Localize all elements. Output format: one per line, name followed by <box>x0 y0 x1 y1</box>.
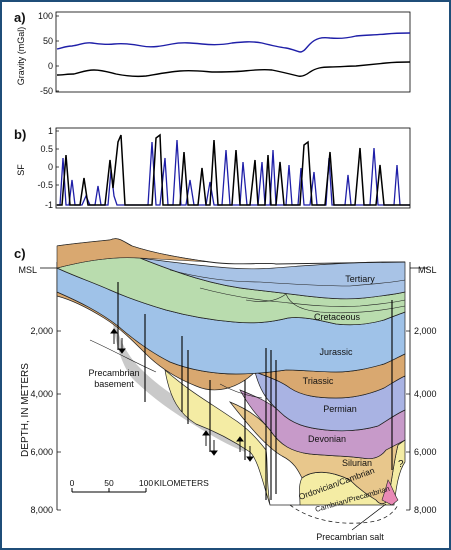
gravity-series-upper <box>56 32 411 53</box>
depth-tick-left-6000: 6,000 <box>30 447 53 457</box>
panel-a-plot-area <box>55 11 411 93</box>
depth-tick-right-2000: 2,000 <box>414 326 437 336</box>
label-devonian: Devonian <box>308 434 346 444</box>
msl-label-left: MSL <box>18 265 37 275</box>
scale-hundred: 100 <box>139 478 153 488</box>
panel-c-ylabel: DEPTH, IN METERS <box>20 363 31 457</box>
scale-zero: 0 <box>70 478 75 488</box>
panel-b-ytick-1: 1 <box>48 126 53 136</box>
panel-a-ytick-100: 100 <box>38 11 53 21</box>
horizon-lines <box>89 269 406 399</box>
msl-label-right: MSL <box>418 265 437 275</box>
label-silurian: Silurian <box>342 458 372 468</box>
panel-a-ytick-minus-50: -50 <box>40 86 53 96</box>
depth-tick-left-8000: 8,000 <box>30 505 53 515</box>
panel-b-ytick-minus-0.5: -0.5 <box>37 180 53 190</box>
panel-a-ytick-50: 50 <box>43 36 53 46</box>
depth-tick-left-2000: 2,000 <box>30 326 53 336</box>
scale-fifty: 50 <box>104 478 114 488</box>
layer-tertiary <box>139 257 406 300</box>
salt-body <box>381 479 399 506</box>
panel-b-ytick-0: 0 <box>48 162 53 172</box>
salt-base-dashed <box>289 504 399 524</box>
panel-b-ytick-0.5: 0.5 <box>40 144 53 154</box>
panel-b-ylabel: SF <box>16 164 26 176</box>
panel-a-ylabel: Gravity (mGal) <box>16 27 26 86</box>
surface-wedge <box>56 238 211 269</box>
scale-bar: 0 50 100 KILOMETERS <box>70 478 209 493</box>
fault-lines <box>117 282 393 500</box>
label-cretaceous: Cretaceous <box>314 312 361 322</box>
panel-a-letter: a) <box>14 10 26 25</box>
sf-series-blue <box>57 139 410 206</box>
panel-a-ytick-0: 0 <box>48 61 53 71</box>
depth-tick-left-4000: 4,000 <box>30 389 53 399</box>
panel-b-ytick-minus-1: -1 <box>45 200 53 210</box>
panel-b-sf: b) SF 1 0.5 0 -0.5 -1 <box>14 126 411 210</box>
label-basement-line1: Precambrian <box>88 368 139 378</box>
sf-series-black <box>57 133 410 206</box>
depth-tick-right-8000: 8,000 <box>414 505 437 515</box>
panel-b-letter: b) <box>14 127 26 142</box>
label-permian: Permian <box>323 404 357 414</box>
label-jurassic: Jurassic <box>319 347 353 357</box>
depth-ticks-right: 2,000 4,000 6,000 8,000 <box>414 326 437 515</box>
scale-unit: KILOMETERS <box>154 478 209 488</box>
salt-leader <box>351 503 387 531</box>
label-salt: Precambrian salt <box>316 532 384 542</box>
panel-a-gravity: a) Gravity (mGal) 100 50 0 -50 <box>14 10 411 96</box>
label-basement-line2: basement <box>94 379 134 389</box>
panel-b-yticks: 1 0.5 0 -0.5 -1 <box>37 126 53 210</box>
panel-a-yticks: 100 50 0 -50 <box>38 11 53 96</box>
depth-tick-right-6000: 6,000 <box>414 447 437 457</box>
depth-ticks-left: 2,000 4,000 6,000 8,000 <box>30 326 53 515</box>
panel-c-letter: c) <box>14 246 26 261</box>
panel-c-cross-section: c) DEPTH, IN METERS MSL MSL 2,000 4,000 … <box>14 238 437 542</box>
label-triassic: Triassic <box>303 376 334 386</box>
label-question: ? <box>398 459 404 470</box>
gravity-series-lower <box>56 61 411 78</box>
fault-arrows <box>110 328 254 462</box>
label-tertiary: Tertiary <box>345 274 375 284</box>
depth-tick-right-4000: 4,000 <box>414 389 437 399</box>
